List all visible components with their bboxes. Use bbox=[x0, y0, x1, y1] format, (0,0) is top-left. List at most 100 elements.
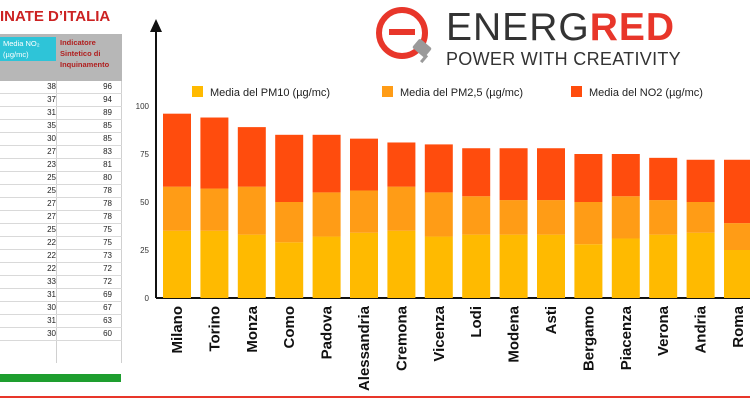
bar-segment bbox=[574, 244, 603, 298]
cell-no2: 22 bbox=[47, 264, 56, 273]
cell-no2: 38 bbox=[47, 82, 56, 91]
cell-no2: 30 bbox=[47, 134, 56, 143]
cell-no2: 27 bbox=[47, 212, 56, 221]
bar-segment bbox=[424, 144, 453, 193]
cell-no2: 33 bbox=[47, 277, 56, 286]
y-tick-label: 75 bbox=[140, 150, 149, 159]
bar-segment bbox=[611, 154, 640, 197]
bar-segment bbox=[649, 234, 678, 298]
bar-segment bbox=[574, 202, 603, 245]
cell-isi: 60 bbox=[103, 329, 112, 338]
cell-isi: 73 bbox=[103, 251, 112, 260]
table-row: 35 85 bbox=[0, 120, 122, 133]
energred-logo: ENERGRED POWER WITH CREATIVITY bbox=[376, 4, 706, 74]
category-label: Bergamo bbox=[580, 306, 597, 371]
bar-segment bbox=[462, 196, 491, 235]
table-row: 30 67 bbox=[0, 302, 122, 315]
bar-segment bbox=[163, 113, 191, 187]
bar-segment bbox=[499, 148, 528, 201]
table-title: INATE D’ITALIA bbox=[0, 8, 111, 25]
category-label: Alessandria bbox=[356, 305, 373, 391]
table-row: 22 75 bbox=[0, 237, 122, 250]
cell-isi: 85 bbox=[103, 121, 112, 130]
cell-isi: 85 bbox=[103, 134, 112, 143]
legend: Media del PM10 (µg/mc) Media del PM2,5 (µ… bbox=[192, 86, 703, 99]
bar-segment bbox=[611, 196, 640, 239]
bar-segment bbox=[686, 159, 715, 202]
cell-no2: 22 bbox=[47, 251, 56, 260]
bar-segment bbox=[237, 127, 266, 187]
bar-segment bbox=[649, 200, 678, 235]
cell-no2: 31 bbox=[47, 108, 56, 117]
category-label: Roma bbox=[730, 305, 747, 347]
category-labels: Milano Torino Monza Como Padova Alessandria Cr… bbox=[169, 305, 747, 391]
logo-wordmark: ENERGRED bbox=[446, 8, 675, 48]
bar-segment bbox=[350, 190, 378, 233]
bar-segment bbox=[499, 234, 528, 298]
legend-label: Media del PM2,5 (µg/mc) bbox=[400, 87, 523, 99]
y-tick-label: 50 bbox=[140, 198, 149, 207]
cell-isi: 69 bbox=[103, 290, 112, 299]
bar-segment bbox=[312, 134, 341, 193]
legend-swatch bbox=[571, 86, 582, 97]
bar-segment bbox=[237, 186, 266, 235]
y-tick-label: 0 bbox=[145, 294, 150, 303]
legend-label: Media del NO2 (µg/mc) bbox=[589, 87, 703, 99]
bar-segment bbox=[424, 236, 453, 298]
column-divider bbox=[56, 81, 57, 363]
legend-swatch bbox=[192, 86, 203, 97]
bar-segment bbox=[387, 230, 416, 298]
category-label: Torino bbox=[206, 306, 223, 352]
y-tick-label: 25 bbox=[140, 246, 149, 255]
legend-swatch bbox=[382, 86, 393, 97]
cell-isi: 72 bbox=[103, 264, 112, 273]
cell-isi: 63 bbox=[103, 316, 112, 325]
cell-isi: 78 bbox=[103, 186, 112, 195]
cell-isi: 78 bbox=[103, 199, 112, 208]
category-label: Milano bbox=[169, 306, 186, 354]
bar-segment bbox=[275, 242, 304, 298]
category-label: Modena bbox=[506, 305, 523, 362]
cell-no2: 37 bbox=[47, 95, 56, 104]
category-label: Lodi bbox=[468, 306, 485, 338]
table-row: 30 60 bbox=[0, 328, 122, 341]
cell-no2: 25 bbox=[47, 173, 56, 182]
bar-segment bbox=[462, 234, 491, 298]
bar-segment bbox=[312, 192, 341, 237]
table-row: 27 78 bbox=[0, 198, 122, 211]
bar-segment bbox=[686, 202, 715, 233]
table-row: 31 63 bbox=[0, 315, 122, 328]
table-row: 27 83 bbox=[0, 146, 122, 159]
bar-segment bbox=[537, 148, 565, 201]
table-row: 30 85 bbox=[0, 133, 122, 146]
bar-segment bbox=[724, 159, 750, 224]
table-header: Media NO₂ (µg/mc) Indicatore Sintetico d… bbox=[0, 34, 122, 81]
cell-isi: 78 bbox=[103, 212, 112, 221]
bar-segment bbox=[724, 250, 750, 298]
cell-isi: 75 bbox=[103, 225, 112, 234]
bar-segment bbox=[537, 234, 565, 298]
bar-segment bbox=[537, 200, 565, 235]
table-row: 25 75 bbox=[0, 224, 122, 237]
table-row: 25 78 bbox=[0, 185, 122, 198]
cell-no2: 22 bbox=[47, 238, 56, 247]
bottom-accent-line bbox=[0, 396, 750, 398]
bar-segment bbox=[237, 234, 266, 298]
cell-no2: 23 bbox=[47, 160, 56, 169]
cell-no2: 31 bbox=[47, 290, 56, 299]
bar-segment bbox=[574, 154, 603, 202]
category-label: Monza bbox=[244, 305, 261, 352]
bar-segment bbox=[163, 186, 191, 231]
cell-isi: 80 bbox=[103, 173, 112, 182]
table-row: 31 89 bbox=[0, 107, 122, 120]
category-label: Vicenza bbox=[431, 305, 448, 361]
ranking-table: INATE D’ITALIA Media NO₂ (µg/mc) Indicat… bbox=[0, 0, 124, 400]
bar-segment bbox=[387, 186, 416, 231]
table-row: 23 81 bbox=[0, 159, 122, 172]
bar-segment bbox=[387, 142, 416, 187]
table-row: 31 69 bbox=[0, 289, 122, 302]
bar-segment bbox=[200, 117, 229, 189]
logo-word-energ: ENERG bbox=[446, 6, 590, 49]
cell-no2: 35 bbox=[47, 121, 56, 130]
